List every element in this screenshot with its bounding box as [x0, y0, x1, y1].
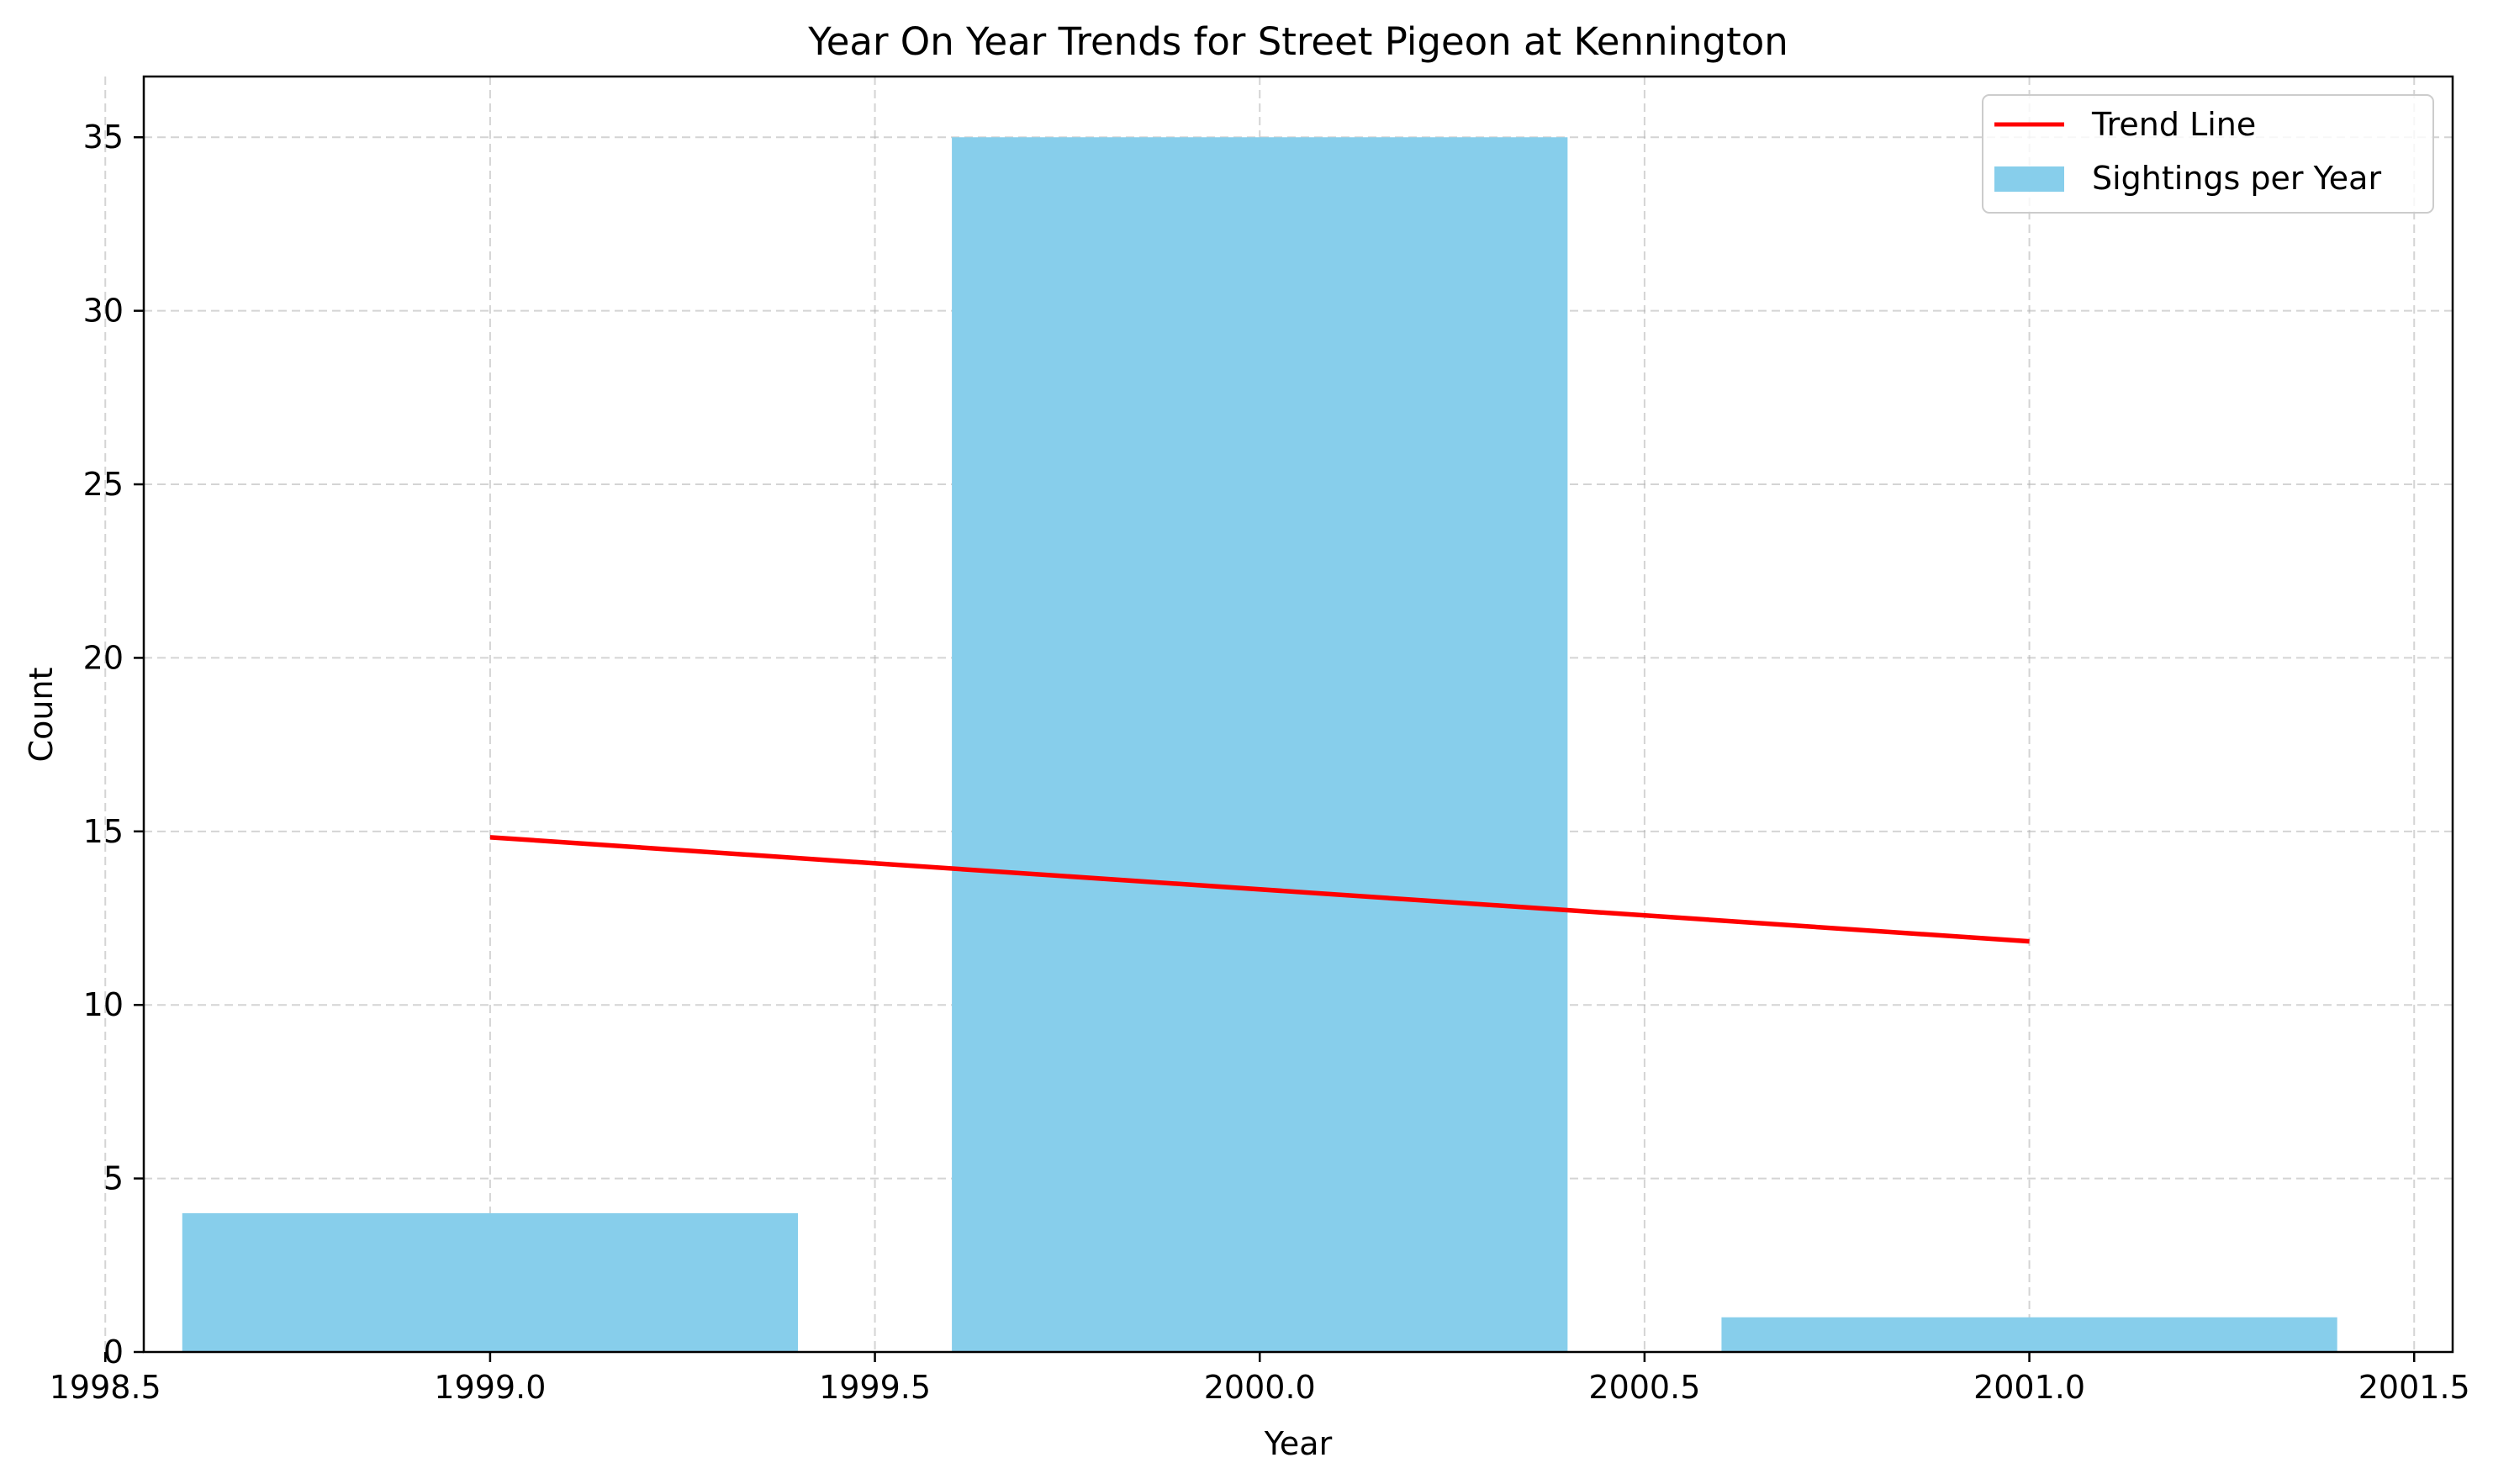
x-tick-label: 2001.0 [1973, 1369, 2085, 1406]
legend-label-sightings: Sightings per Year [2092, 160, 2381, 197]
y-tick-label: 35 [83, 119, 124, 156]
y-axis-ticks: 0 5 10 15 20 25 30 35 [83, 119, 144, 1370]
y-axis-label: Count [23, 668, 60, 763]
x-tick-label: 1998.5 [50, 1369, 161, 1406]
plot-area-frame [142, 75, 2454, 1354]
bar-2001 [1721, 1317, 2337, 1352]
y-tick-label: 30 [83, 293, 124, 330]
x-tick-label: 2001.5 [2358, 1369, 2470, 1406]
x-tick-label: 2000.0 [1204, 1369, 1316, 1406]
y-tick-label: 15 [83, 813, 124, 850]
legend-label-trend-line: Trend Line [2091, 106, 2256, 143]
trend-line-group [489, 835, 2030, 944]
y-tick-label: 5 [103, 1160, 124, 1197]
x-tick-label: 1999.5 [819, 1369, 931, 1406]
x-axis-label: Year [1264, 1425, 1333, 1462]
legend: Trend Line Sightings per Year [1982, 94, 2434, 214]
y-tick-label: 10 [83, 986, 124, 1023]
trend-line [489, 835, 2030, 944]
chart-title: Year On Year Trends for Street Pigeon at… [807, 19, 1788, 64]
legend-box [1982, 94, 2434, 214]
bars-group [182, 137, 2337, 1353]
y-tick-label: 0 [103, 1333, 124, 1370]
x-axis-ticks: 1998.5 1999.0 1999.5 2000.0 2000.5 2001.0 2001… [50, 1352, 2470, 1406]
y-tick-label: 25 [83, 466, 124, 503]
bar-2000 [952, 137, 1568, 1353]
y-tick-label: 20 [83, 639, 124, 676]
x-tick-label: 2000.5 [1588, 1369, 1700, 1406]
legend-bar-swatch [1994, 166, 2064, 192]
bar-1999 [182, 1212, 799, 1352]
x-tick-label: 1999.0 [434, 1369, 546, 1406]
